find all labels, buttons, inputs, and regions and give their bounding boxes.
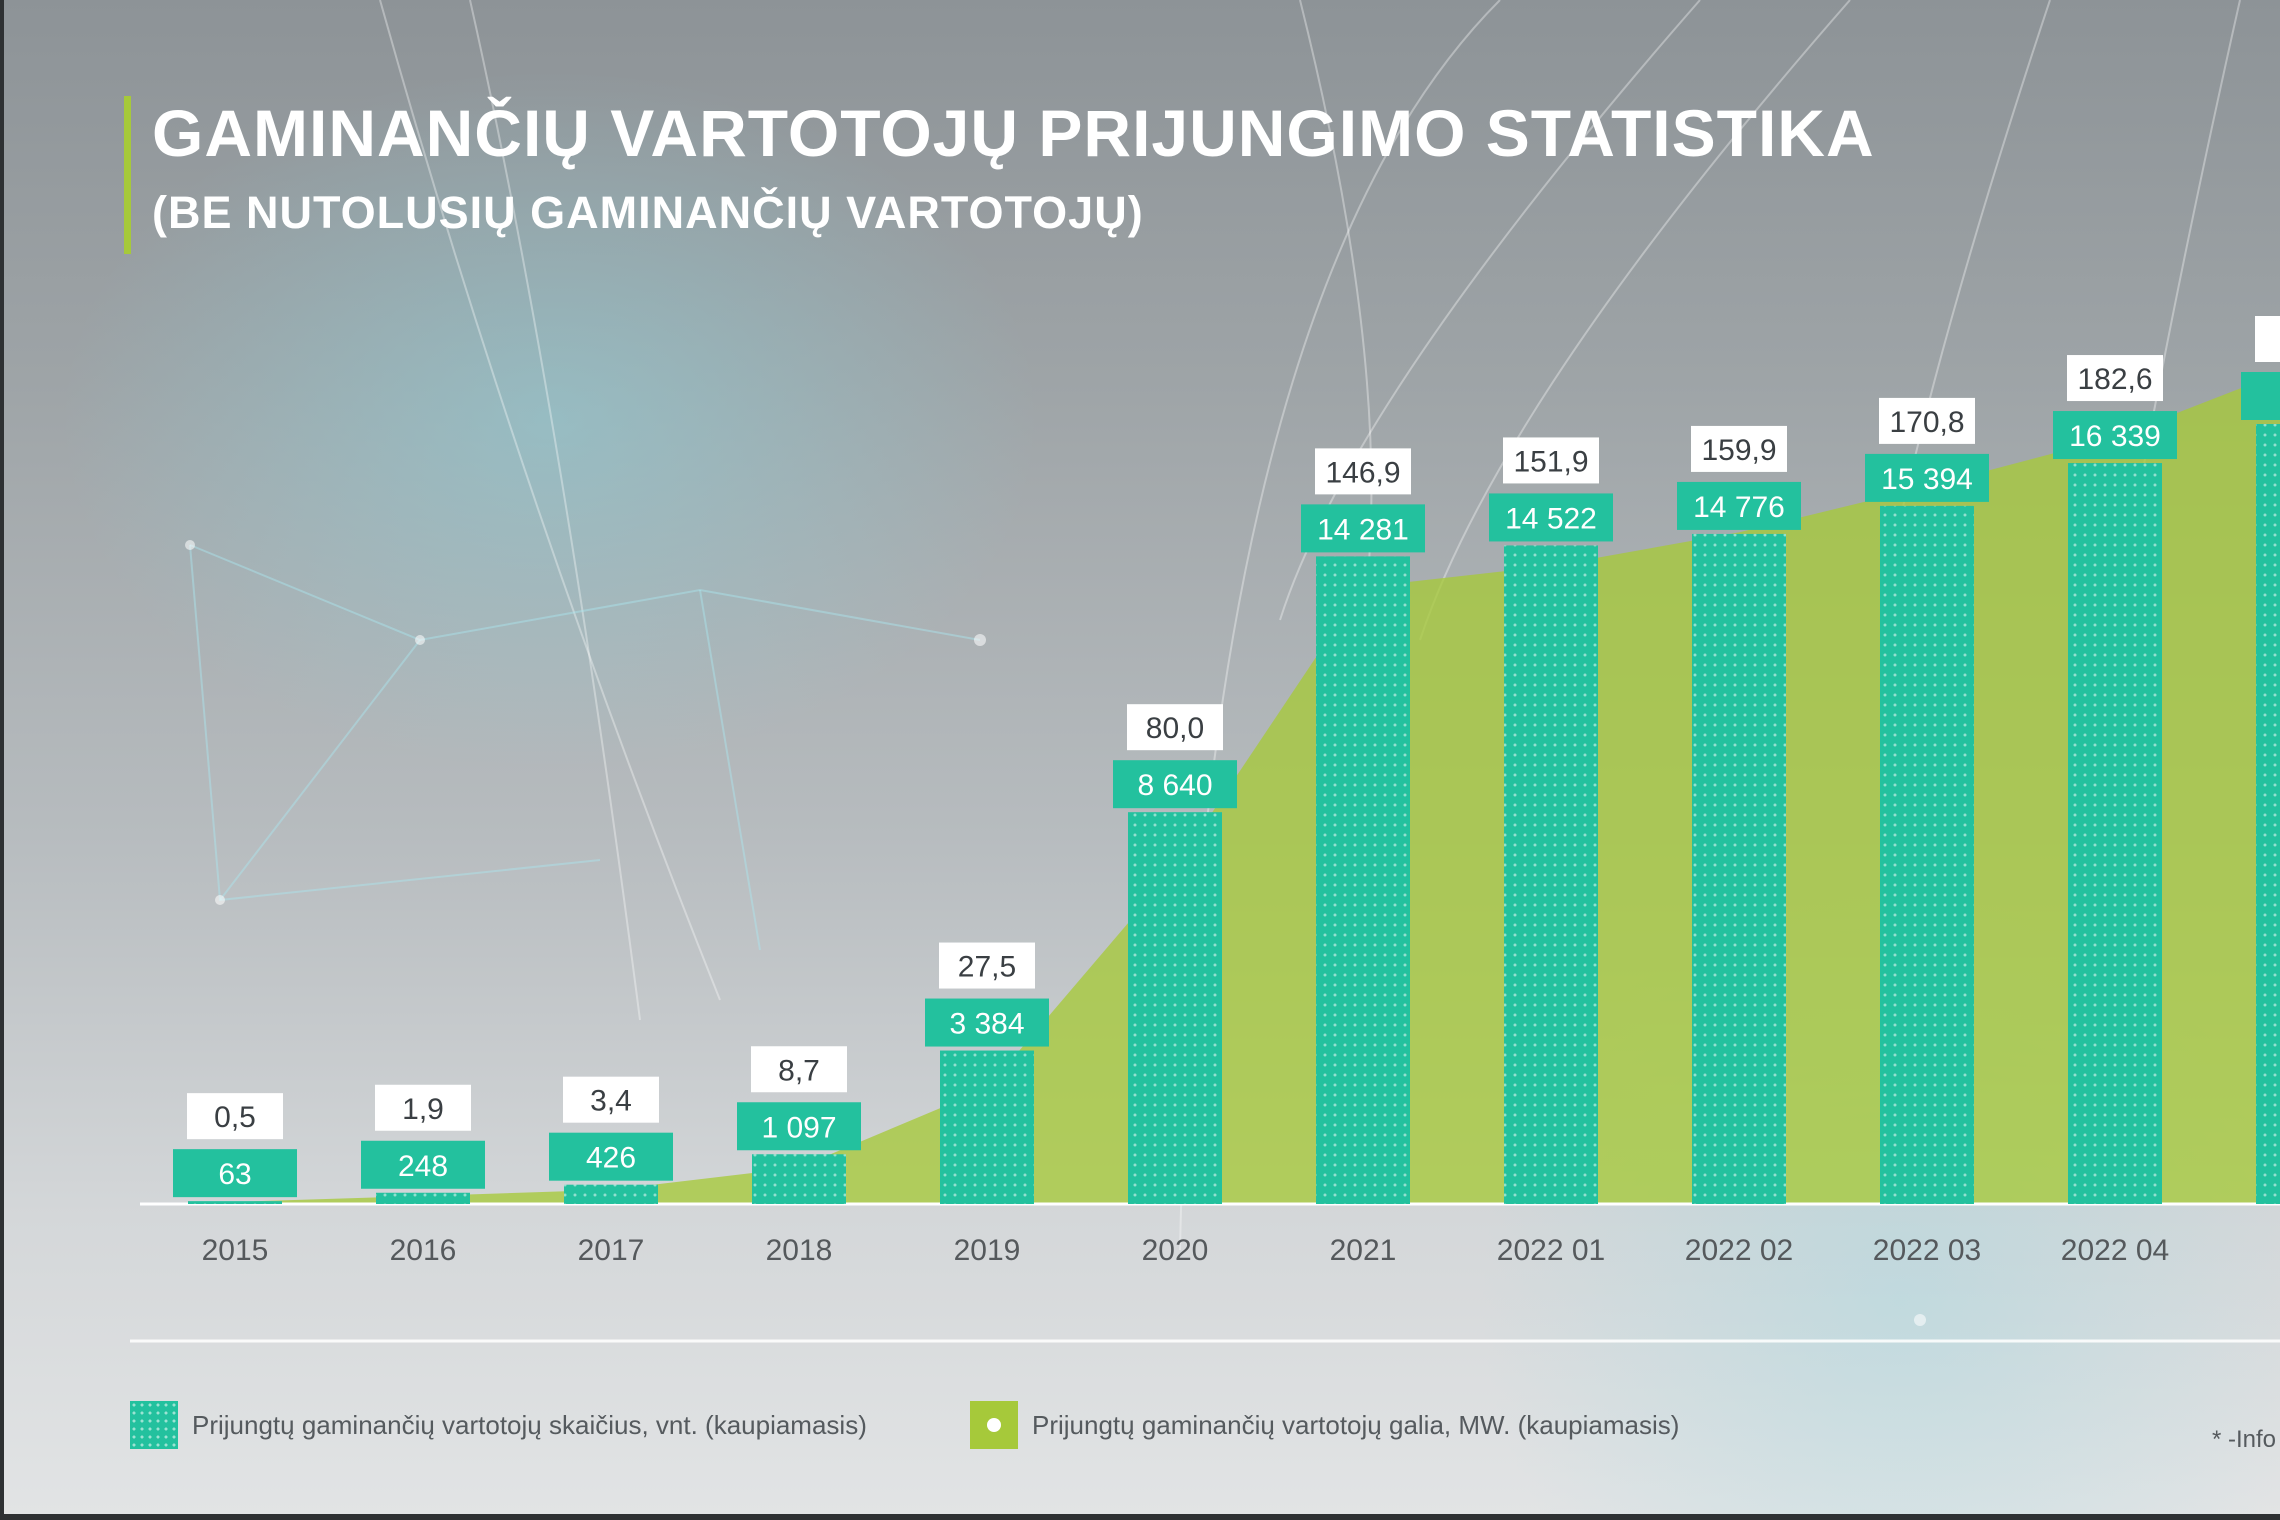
legend-item-count: Prijungtų gaminančių vartotojų skaičius,… [130, 1400, 867, 1450]
power-label-3: 3,4 [590, 1085, 632, 1118]
power-label-10: 170,8 [1889, 406, 1964, 439]
count-label-9: 14 776 [1693, 491, 1785, 524]
bar-4 [752, 1154, 846, 1204]
power-label-6: 80,0 [1146, 712, 1204, 745]
bar-5 [940, 1051, 1034, 1204]
count-label-1: 63 [218, 1158, 251, 1191]
page-frame-bottom [0, 1514, 2280, 1520]
x-tick-label-11: 2022 04 [2061, 1234, 2169, 1267]
power-label-5: 27,5 [958, 951, 1016, 984]
power-label-box-12 [2255, 316, 2280, 362]
bar-1 [188, 1201, 282, 1204]
count-label-box-12 [2241, 372, 2280, 420]
count-label-5: 3 384 [949, 1008, 1024, 1041]
x-tick-label-1: 2015 [202, 1234, 269, 1267]
power-label-7: 146,9 [1325, 456, 1400, 489]
x-tick-label-9: 2022 02 [1685, 1234, 1793, 1267]
legend-swatch-power [970, 1401, 1018, 1449]
power-label-4: 8,7 [778, 1054, 820, 1087]
power-label-11: 182,6 [2077, 363, 2152, 396]
x-tick-label-6: 2020 [1142, 1234, 1209, 1267]
power-label-2: 1,9 [402, 1093, 444, 1126]
x-tick-label-10: 2022 03 [1873, 1234, 1981, 1267]
legend: Prijungtų gaminančių vartotojų skaičius,… [130, 1400, 2280, 1460]
count-label-7: 14 281 [1317, 513, 1409, 546]
x-tick-label-2: 2016 [390, 1234, 457, 1267]
count-label-6: 8 640 [1137, 769, 1212, 802]
power-label-9: 159,9 [1701, 434, 1776, 467]
bar-3 [564, 1185, 658, 1204]
bar-7 [1316, 556, 1410, 1204]
count-label-10: 15 394 [1881, 463, 1973, 496]
count-label-8: 14 522 [1505, 502, 1597, 535]
x-tick-label-7: 2021 [1330, 1234, 1397, 1267]
count-label-2: 248 [398, 1150, 448, 1183]
bar-2 [376, 1193, 470, 1204]
legend-label-count: Prijungtų gaminančių vartotojų skaičius,… [192, 1410, 867, 1441]
bar-6 [1128, 812, 1222, 1204]
count-label-4: 1 097 [761, 1111, 836, 1144]
power-label-1: 0,5 [214, 1101, 256, 1134]
bar-12 [2256, 424, 2280, 1204]
page-frame-left [0, 0, 4, 1520]
power-label-8: 151,9 [1513, 445, 1588, 478]
x-tick-label-4: 2018 [766, 1234, 833, 1267]
count-label-11: 16 339 [2069, 420, 2161, 453]
bar-11 [2068, 463, 2162, 1204]
count-label-3: 426 [586, 1142, 636, 1175]
x-tick-label-8: 2022 01 [1497, 1234, 1605, 1267]
x-tick-label-5: 2019 [954, 1234, 1021, 1267]
legend-swatch-count [130, 1401, 178, 1449]
bar-8 [1504, 545, 1598, 1204]
footnote: * -Info [2212, 1426, 2276, 1454]
x-tick-label-3: 2017 [578, 1234, 645, 1267]
legend-label-power: Prijungtų gaminančių vartotojų galia, MW… [1032, 1410, 1679, 1441]
legend-item-power: Prijungtų gaminančių vartotojų galia, MW… [970, 1400, 1679, 1450]
bar-9 [1692, 534, 1786, 1204]
bar-10 [1880, 506, 1974, 1204]
